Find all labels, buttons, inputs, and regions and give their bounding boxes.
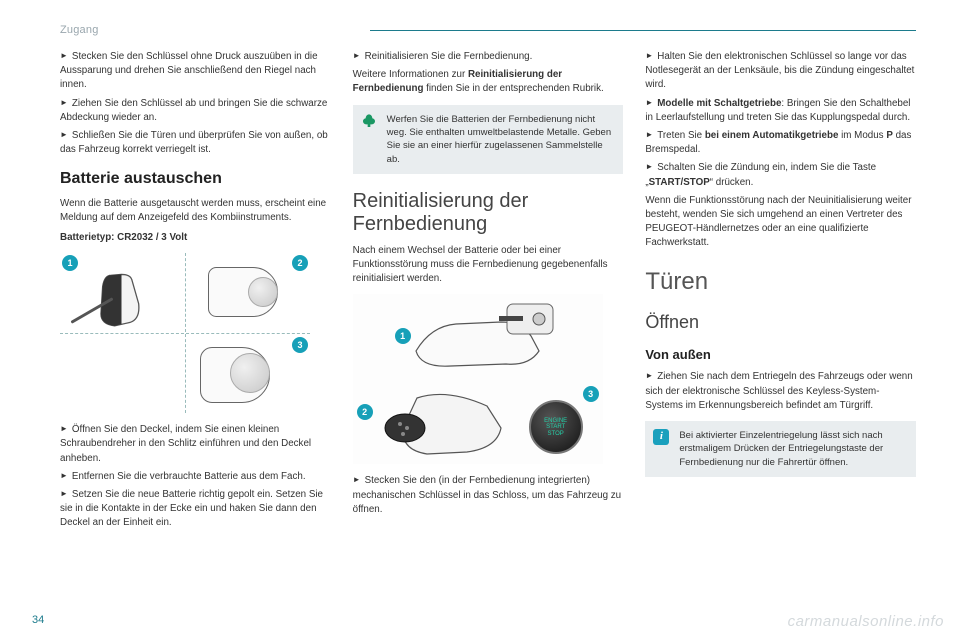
bullet-icon: ► <box>60 471 68 480</box>
header-rule <box>370 30 916 31</box>
para: ► Reinitialisieren Sie die Fernbedienung. <box>353 50 624 64</box>
step-badge: 3 <box>292 337 308 353</box>
para: ►Stecken Sie den Schlüssel ohne Druck au… <box>60 50 331 93</box>
para: ► Entfernen Sie die verbrauchte Batterie … <box>60 470 331 484</box>
bullet-icon: ► <box>60 51 68 60</box>
battery-type: Batterietyp: CR2032 / 3 Volt <box>60 231 331 245</box>
coin-battery-illustration <box>230 353 270 393</box>
bullet-icon: ► <box>645 371 653 380</box>
text: Treten Sie <box>657 130 705 141</box>
text: Halten Sie den elektronischen Schlüssel … <box>645 51 914 90</box>
text: Öffnen Sie den Deckel, indem Sie einen k… <box>60 424 311 463</box>
bullet-icon: ► <box>60 98 68 107</box>
text: Reinitialisieren Sie die Fernbedienung. <box>365 51 533 62</box>
para: ►Stecken Sie den (in der Fernbedienung i… <box>353 474 624 517</box>
keyfob-illustration <box>94 271 149 331</box>
watermark: carmanualsonline.info <box>788 613 944 630</box>
para: Wenn die Funktionsstörung nach der Neuin… <box>645 194 916 251</box>
figure-reinitialize: 1 2 3 ENGINE START STOP <box>353 294 603 464</box>
text: im Modus <box>838 130 886 141</box>
step-badge: 3 <box>583 386 599 402</box>
para: Wenn die Batterie ausgetauscht werden mu… <box>60 197 331 225</box>
bullet-icon: ► <box>60 489 68 498</box>
figure-divider <box>60 333 310 334</box>
step-badge: 1 <box>395 328 411 344</box>
column-2: ► Reinitialisieren Sie die Fernbedienung.… <box>353 50 624 535</box>
para: ►Öffnen Sie den Deckel, indem Sie einen … <box>60 423 331 466</box>
text: finden Sie in der entsprechenden Rubrik. <box>423 83 603 94</box>
heading-outside: Von außen <box>645 346 916 365</box>
info-note-box: i Bei aktivierter Einzelentriegelung läs… <box>645 421 916 477</box>
para: ►Modelle mit Schaltgetriebe: Bringen Sie… <box>645 97 916 125</box>
text: Stecken Sie den (in der Fernbedienung in… <box>353 475 621 514</box>
bullet-icon: ► <box>645 162 653 171</box>
text: “ drücken. <box>710 177 754 188</box>
text: Modelle mit Schaltgetriebe <box>657 98 781 109</box>
text: Setzen Sie die neue Batterie richtig gep… <box>60 489 323 528</box>
para: ►Setzen Sie die neue Batterie richtig ge… <box>60 488 331 531</box>
heading-reinit: Reinitialisierung der Fernbedienung <box>353 190 624 236</box>
bullet-icon: ► <box>60 130 68 139</box>
para: ►Schalten Sie die Zündung ein, indem Sie… <box>645 161 916 189</box>
info-note-text: Bei aktivierter Einzelentriegelung lässt… <box>679 430 883 468</box>
column-3: ►Halten Sie den elektronischen Schlüssel… <box>645 50 916 535</box>
keyfob-reader-illustration <box>377 388 507 462</box>
step-badge: 1 <box>62 255 78 271</box>
para: ►Ziehen Sie den Schlüssel ab und bringen… <box>60 97 331 125</box>
bullet-icon: ► <box>353 51 361 60</box>
para: Weitere Informationen zur Reinitialisier… <box>353 68 624 96</box>
start-button-label: ENGINE START STOP <box>544 418 567 438</box>
hand-key-illustration <box>411 296 561 376</box>
text: Entfernen Sie die verbrauchte Batterie a… <box>72 471 306 482</box>
manual-page: Zugang ►Stecken Sie den Schlüssel ohne D… <box>0 0 960 640</box>
heading-open: Öffnen <box>645 309 916 335</box>
step-badge: 2 <box>292 255 308 271</box>
para: ►Treten Sie bei einem Automatikgetriebe … <box>645 129 916 157</box>
column-1: ►Stecken Sie den Schlüssel ohne Druck au… <box>60 50 331 535</box>
bullet-icon: ► <box>60 424 68 433</box>
content-columns: ►Stecken Sie den Schlüssel ohne Druck au… <box>60 50 916 535</box>
tree-icon <box>361 113 377 129</box>
step-badge: 2 <box>357 404 373 420</box>
figure-battery-replace: 1 2 3 <box>60 253 310 413</box>
para: ►Halten Sie den elektronischen Schlüssel… <box>645 50 916 93</box>
bullet-icon: ► <box>645 51 653 60</box>
eco-note-text: Werfen Sie die Batterien der Fernbedienu… <box>387 114 611 165</box>
text: Stecken Sie den Schlüssel ohne Druck aus… <box>60 51 318 90</box>
para: ►Ziehen Sie nach dem Entriegeln des Fahr… <box>645 370 916 413</box>
text: Schließen Sie die Türen und überprüfen S… <box>60 130 328 155</box>
engine-start-button-illustration: ENGINE START STOP <box>529 400 583 454</box>
text: bei einem Automatikgetriebe <box>705 130 839 141</box>
para: ►Schließen Sie die Türen und überprüfen … <box>60 129 331 157</box>
info-icon: i <box>653 429 669 445</box>
text: Weitere Informationen zur <box>353 69 468 80</box>
heading-doors: Türen <box>645 265 916 300</box>
page-number: 34 <box>32 614 44 626</box>
heading-battery: Batterie austauschen <box>60 167 331 190</box>
text: Ziehen Sie den Schlüssel ab und bringen … <box>60 98 327 123</box>
text: START/STOP <box>649 177 710 188</box>
text: Ziehen Sie nach dem Entriegeln des Fahrz… <box>645 371 912 410</box>
bullet-icon: ► <box>645 98 653 107</box>
bullet-icon: ► <box>353 475 361 484</box>
para: Nach einem Wechsel der Batterie oder bei… <box>353 244 624 287</box>
eco-note-box: Werfen Sie die Batterien der Fernbedienu… <box>353 105 624 174</box>
bullet-icon: ► <box>645 130 653 139</box>
